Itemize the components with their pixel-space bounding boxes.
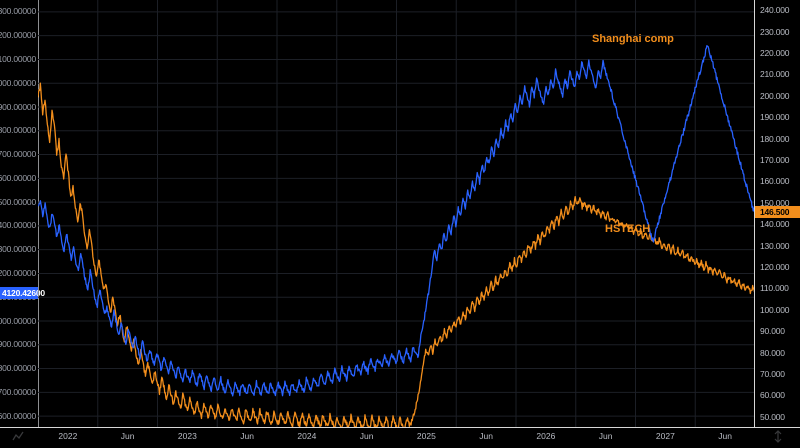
left-axis-tick: 3600.00000: [0, 410, 36, 421]
left-axis-tick: 5000.00000: [0, 77, 36, 88]
right-axis-tick: 200.000: [760, 90, 790, 101]
left-axis-tick: 3900.00000: [0, 339, 36, 350]
series-line-hstech: [38, 44, 755, 397]
time-axis-tick: 2025: [416, 431, 436, 441]
right-axis-tick: 70.000: [760, 369, 785, 379]
left-axis-tick: 4000.00000: [0, 315, 36, 326]
left-axis-tick: 4500.00000: [0, 196, 36, 207]
time-axis-tick: Jun: [120, 431, 135, 441]
right-axis-tick: 50.000: [760, 411, 785, 422]
time-axis-tick: 2026: [536, 431, 556, 441]
grid-lines: [38, 0, 755, 428]
right-axis-tick: 80.000: [760, 347, 785, 358]
right-price-scale[interactable]: 240.000 230.000 220.000 210.000 200.000 190.0…: [754, 0, 800, 428]
auto-scale-icon[interactable]: [771, 430, 785, 443]
right-axis-tick: 150.000: [760, 197, 790, 208]
right-axis-tick: 190.000: [760, 112, 790, 123]
left-axis-tick: 4200.00000: [0, 267, 36, 278]
left-axis-tick: 4800.00000: [0, 125, 36, 136]
right-axis-tick: 180.000: [760, 133, 790, 144]
left-axis-tick: 4600.00000: [0, 172, 36, 183]
chart-scale-icon[interactable]: [11, 430, 25, 443]
left-axis-tick: 3700.00000: [0, 386, 36, 397]
left-price-scale[interactable]: 5300.00000 5200.00000 5100.00000 5000.00000…: [0, 0, 45, 428]
left-axis-tick: 4900.00000: [0, 101, 36, 112]
right-axis-tick: 140.000: [760, 219, 790, 230]
time-axis-tick: Jun: [718, 431, 732, 441]
time-axis-tick: 2027: [655, 431, 675, 441]
time-axis-tick: Jun: [479, 431, 493, 441]
shanghai-comp-series-label: Shanghai comp: [592, 33, 674, 45]
time-axis[interactable]: 2022 Jun 2023 Jun 2024 Jun 2025 Jun 2026 Jun 2027 J…: [0, 427, 800, 445]
right-price-tag: 146.500: [755, 205, 800, 218]
time-axis-tick: Jun: [359, 431, 374, 441]
right-axis-tick: 110.000: [760, 283, 789, 294]
right-axis-tick: 230.000: [760, 26, 790, 37]
left-price-tag: 4120.42600: [0, 287, 45, 300]
right-axis-tick: 220.000: [760, 48, 790, 58]
time-axis-tick: Jun: [598, 431, 613, 441]
right-axis-tick: 210.000: [760, 69, 790, 80]
right-axis-tick: 170.000: [760, 155, 790, 165]
left-axis-tick: 4300.00000: [0, 244, 36, 255]
time-axis-tick: Jun: [240, 431, 254, 441]
left-axis-tick: 5300.00000: [0, 6, 36, 17]
time-axis-tick: 2024: [297, 431, 317, 441]
left-axis-tick: 5100.00000: [0, 53, 36, 64]
left-axis-tick: 4700.00000: [0, 149, 36, 160]
left-axis-tick: 3800.00000: [0, 363, 36, 374]
right-axis-tick: 160.000: [760, 176, 790, 187]
series-line-shanghai-comp: [38, 82, 755, 428]
right-axis-tick: 240.000: [760, 5, 790, 16]
time-axis-tick: 2023: [177, 431, 197, 441]
left-axis-tick: 4400.00000: [0, 220, 36, 231]
right-axis-tick: 120.000: [760, 262, 790, 272]
right-axis-tick: 90.000: [760, 326, 785, 337]
time-axis-tick: 2022: [58, 431, 78, 441]
hstech-series-label: HSTECH: [605, 223, 651, 235]
right-axis-tick: 130.000: [760, 240, 790, 251]
right-axis-tick: 60.000: [760, 390, 785, 401]
price-lines: [38, 0, 755, 428]
left-axis-tick: 5200.00000: [0, 30, 36, 41]
right-axis-tick: 100.000: [760, 304, 790, 315]
plot-area[interactable]: [38, 0, 755, 428]
